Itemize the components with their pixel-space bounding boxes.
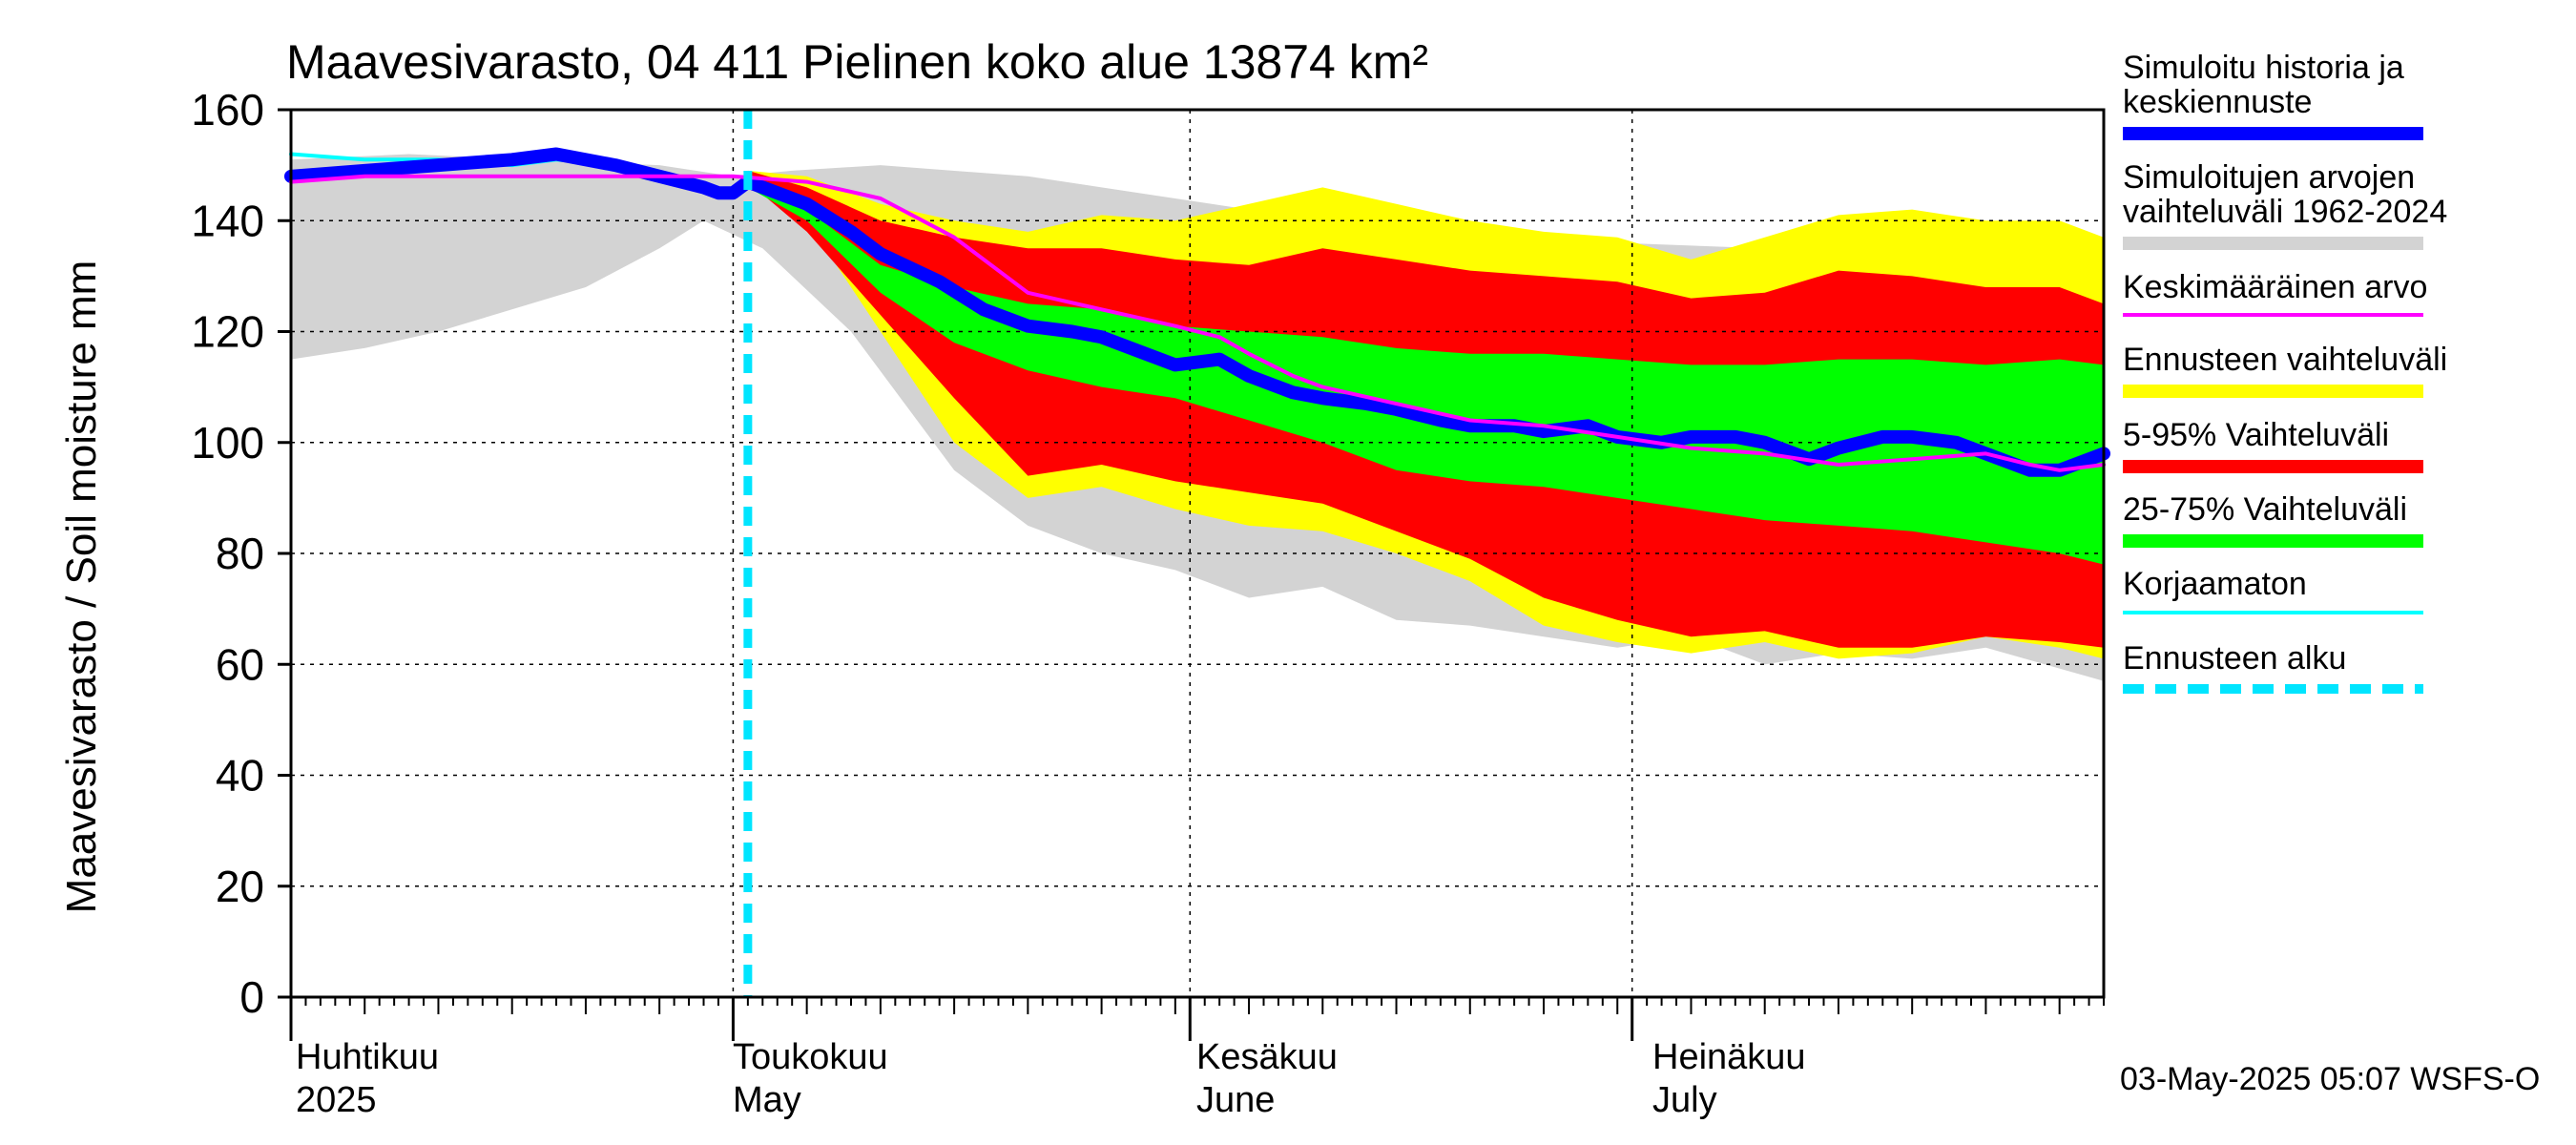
legend-label-p25-75: 25-75% Vaihteluväli xyxy=(2123,491,2407,528)
y-tick-label: 80 xyxy=(216,529,264,578)
legend-swatch-uncorrected xyxy=(2123,611,2423,614)
y-axis: 0 20 40 60 80 100 120 140 160 xyxy=(191,85,291,1022)
legend-swatch-median xyxy=(2123,127,2423,140)
month-label-june-en: June xyxy=(1196,1080,1275,1120)
x-axis xyxy=(289,997,2105,1041)
p25-75-band xyxy=(747,176,2104,565)
mean-line xyxy=(289,174,2106,472)
chart-title: Maavesivarasto, 04 411 Pielinen koko alu… xyxy=(286,35,1428,89)
legend-label-forecast-range: Ennusteen vaihteluväli xyxy=(2123,342,2447,378)
legend-swatch-forecast-range xyxy=(2123,385,2423,398)
month-label-april-en: 2025 xyxy=(296,1080,377,1120)
legend: Simuloitu historia ja keskiennuste Simul… xyxy=(2123,50,2447,694)
month-label-april-fi: Huhtikuu xyxy=(296,1037,439,1077)
y-tick-label: 0 xyxy=(239,972,264,1022)
legend-swatch-history xyxy=(2123,237,2423,250)
month-label-july-en: July xyxy=(1652,1080,1717,1120)
legend-label-history-1: Simuloitujen arvojen xyxy=(2123,159,2415,196)
y-tick-label: 100 xyxy=(191,418,264,468)
legend-label-median-2: keskiennuste xyxy=(2123,84,2312,120)
lines-layer xyxy=(284,110,2110,997)
y-tick-label: 40 xyxy=(216,751,264,801)
legend-swatch-mean xyxy=(2123,313,2423,317)
footer-timestamp: 03-May-2025 05:07 WSFS-O xyxy=(2120,1061,2540,1097)
plot-area xyxy=(284,108,2110,999)
month-label-may-fi: Toukokuu xyxy=(733,1037,888,1077)
legend-label-p5-95: 5-95% Vaihteluväli xyxy=(2123,417,2389,453)
legend-label-median-1: Simuloitu historia ja xyxy=(2123,50,2404,86)
legend-label-history-2: vaihteluväli 1962-2024 xyxy=(2123,194,2447,230)
legend-label-forecast-start: Ennusteen alku xyxy=(2123,640,2346,677)
y-axis-label: Maavesivarasto / Soil moisture mm xyxy=(58,260,105,914)
legend-swatch-p5-95 xyxy=(2123,460,2423,473)
legend-label-mean: Keskimääräinen arvo xyxy=(2123,269,2427,305)
y-tick-label: 20 xyxy=(216,862,264,911)
month-label-june-fi: Kesäkuu xyxy=(1196,1037,1338,1077)
y-tick-label: 140 xyxy=(191,196,264,245)
month-label-july-fi: Heinäkuu xyxy=(1652,1037,1806,1077)
month-labels: Huhtikuu 2025 Toukokuu May Kesäkuu June … xyxy=(296,1037,1806,1120)
y-tick-label: 160 xyxy=(191,85,264,135)
legend-swatch-p25-75 xyxy=(2123,534,2423,548)
legend-label-uncorrected: Korjaamaton xyxy=(2123,566,2307,602)
month-label-may-en: May xyxy=(733,1080,801,1120)
y-tick-label: 60 xyxy=(216,639,264,689)
median-line xyxy=(284,147,2110,477)
y-tick-label: 120 xyxy=(191,307,264,357)
grid-layer xyxy=(291,110,2104,997)
